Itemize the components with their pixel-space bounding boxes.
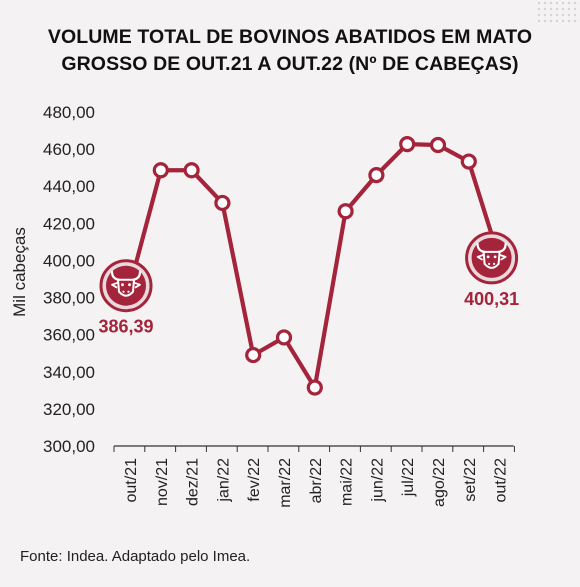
series-line xyxy=(127,142,502,390)
data-point xyxy=(368,166,385,184)
y-tick-label: 480,00 xyxy=(43,103,95,122)
bull-nostril-left xyxy=(488,262,491,265)
y-tick-labels: 300,00 320,00 340,00 360,00 380,00 400,00 420,… xyxy=(43,103,95,456)
last-value-label: 400,31 xyxy=(464,289,519,309)
data-point xyxy=(337,203,354,220)
y-tick-label: 300,00 xyxy=(43,437,95,456)
bull-face xyxy=(117,278,135,297)
data-point xyxy=(183,162,200,179)
x-tick-label: abr/22 xyxy=(308,458,325,503)
x-tick-label: out/21 xyxy=(123,458,140,503)
end-markers: 386,39 400,31 xyxy=(98,231,519,337)
bull-nostril-right xyxy=(127,290,130,293)
x-tick-label: jun/22 xyxy=(369,458,386,503)
series-line-group xyxy=(127,136,502,396)
data-point xyxy=(214,194,231,212)
x-tick-label: jul/22 xyxy=(400,458,417,497)
y-tick-label: 420,00 xyxy=(43,214,95,233)
chart-title-line-2: GROSSO DE OUT.21 A OUT.22 (Nº DE CABEÇAS… xyxy=(61,53,519,75)
y-tick-label: 340,00 xyxy=(43,363,95,382)
bull-ear-right xyxy=(133,281,141,289)
x-tick-label: mar/22 xyxy=(277,458,294,508)
data-point xyxy=(306,379,323,396)
data-point xyxy=(152,162,169,179)
chart-title: VOLUME TOTAL DE BOVINOS ABATIDOS EM MATO… xyxy=(0,24,580,78)
data-point xyxy=(429,136,447,154)
first-value-label: 386,39 xyxy=(98,317,153,337)
chart-title-line-1: VOLUME TOTAL DE BOVINOS ABATIDOS EM MATO xyxy=(47,26,533,48)
bull-eye-left xyxy=(486,255,490,259)
x-tick-label: fev/22 xyxy=(246,458,263,502)
y-tick-label: 440,00 xyxy=(43,177,95,196)
y-tick-label: 380,00 xyxy=(43,289,95,308)
bull-ear-left xyxy=(476,254,484,261)
bull-ear-right xyxy=(499,254,507,261)
y-axis-label: Mil cabeças xyxy=(10,227,29,317)
chart-axes xyxy=(113,445,515,452)
data-point xyxy=(245,346,262,364)
x-tick-label: jan/22 xyxy=(215,458,232,503)
x-tick-label: out/22 xyxy=(493,458,510,503)
y-tick-label: 460,00 xyxy=(43,140,95,159)
bull-nostril-right xyxy=(493,262,496,265)
bull-head-icon xyxy=(465,231,519,285)
bull-eye-right xyxy=(128,283,131,287)
x-tick-label: mai/22 xyxy=(339,458,356,506)
bull-head-icon xyxy=(99,259,153,313)
y-tick-label: 360,00 xyxy=(43,326,95,345)
badge-fill xyxy=(106,265,146,306)
x-tick-label: set/22 xyxy=(462,458,479,502)
x-tick-label: ago/22 xyxy=(431,458,448,507)
y-tick-label: 320,00 xyxy=(43,400,95,419)
x-tick-label: dez/21 xyxy=(185,458,202,506)
x-tick-label: nov/21 xyxy=(154,458,171,506)
corner-dots-decoration xyxy=(536,0,580,26)
bull-ear-left xyxy=(111,281,119,289)
source-footnote: Fonte: Indea. Adaptado pelo Imea. xyxy=(20,548,251,565)
bull-nostril-left xyxy=(122,290,125,293)
data-point xyxy=(399,136,416,153)
data-point xyxy=(460,153,477,170)
data-point xyxy=(275,329,293,346)
bull-eye-right xyxy=(493,255,497,259)
x-tick-labels: out/21 nov/21 dez/21 jan/22 fev/22 mar/22 abr/… xyxy=(123,458,510,508)
y-tick-label: 400,00 xyxy=(43,251,95,270)
badge-fill xyxy=(471,237,512,278)
bull-face xyxy=(482,250,501,269)
bull-eye-left xyxy=(121,283,124,287)
